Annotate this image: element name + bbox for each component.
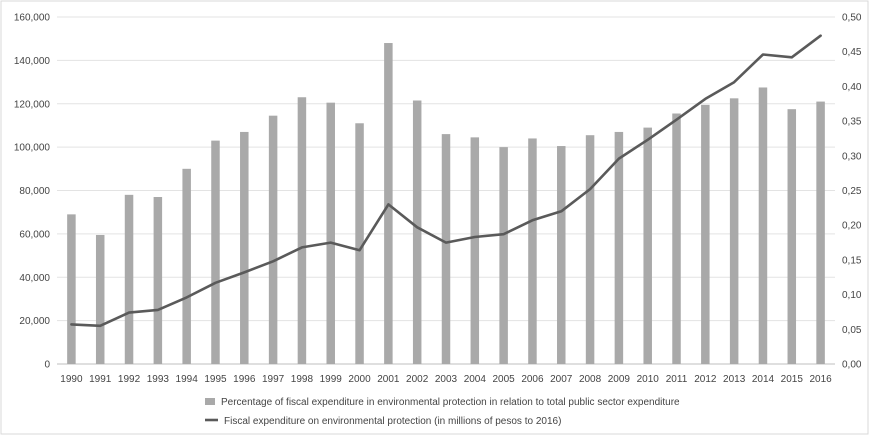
- left-tick-label: 40,000: [19, 273, 50, 284]
- x-tick-label: 1997: [262, 374, 285, 385]
- right-axis: 0,00 0,05 0,10 0,15 0,20 0,25 0,30 0,35 0,40 0,45…: [842, 13, 862, 371]
- right-tick-label: 0,15: [842, 255, 862, 266]
- bar: [153, 197, 163, 364]
- right-tick-label: 0,40: [842, 82, 862, 93]
- x-tick-label: 2007: [550, 374, 573, 385]
- line-series: [70, 34, 822, 328]
- left-tick-label: 100,000: [14, 143, 51, 154]
- x-tick-label: 2015: [781, 374, 804, 385]
- right-tick-label: 0,30: [842, 151, 862, 162]
- x-tick-label: 1998: [291, 374, 314, 385]
- bar: [412, 100, 422, 364]
- x-tick-label: 1996: [233, 374, 256, 385]
- x-tick-label: 1995: [204, 374, 227, 385]
- legend: Percentage of fiscal expenditure in envi…: [205, 397, 680, 427]
- legend-bar-label: Percentage of fiscal expenditure in envi…: [221, 397, 680, 408]
- bar: [585, 135, 595, 364]
- x-tick-label: 2010: [637, 374, 660, 385]
- right-tick-label: 0,50: [842, 13, 862, 24]
- x-tick-label: 2016: [809, 374, 832, 385]
- legend-line-label: Fiscal expenditure on environmental prot…: [224, 416, 561, 427]
- right-tick-label: 0,10: [842, 290, 862, 301]
- bar: [240, 131, 249, 364]
- x-tick-label: 2013: [723, 374, 746, 385]
- bar: [268, 115, 278, 364]
- left-tick-label: 140,000: [14, 56, 51, 67]
- left-tick-label: 60,000: [19, 229, 50, 240]
- x-tick-label: 1992: [118, 374, 141, 385]
- x-tick-label: 1991: [89, 374, 112, 385]
- bar: [528, 138, 537, 364]
- bar: [701, 104, 710, 364]
- bar: [326, 102, 335, 365]
- bar: [297, 97, 307, 365]
- bar: [557, 146, 566, 364]
- x-tick-label: 1990: [60, 374, 83, 385]
- bar: [95, 234, 105, 364]
- left-axis: 0 20,000 40,000 60,000 80,000 100,000 120,000 1…: [14, 13, 51, 371]
- bar: [643, 127, 652, 364]
- bar: [672, 113, 681, 365]
- left-tick-label: 120,000: [14, 99, 51, 110]
- right-tick-label: 0,20: [842, 221, 862, 232]
- bar: [614, 131, 624, 364]
- x-tick-label: 2012: [694, 374, 717, 385]
- x-tick-label: 1993: [147, 374, 170, 385]
- x-tick-label: 2005: [493, 374, 516, 385]
- x-tick-label: 2004: [464, 374, 487, 385]
- bar-series: [67, 43, 825, 365]
- right-tick-label: 0,45: [842, 47, 862, 58]
- x-tick-label: 1994: [176, 374, 199, 385]
- x-tick-label: 1999: [320, 374, 343, 385]
- right-tick-label: 0,25: [842, 186, 862, 197]
- x-tick-label: 2003: [435, 374, 458, 385]
- bar: [470, 137, 480, 364]
- left-tick-label: 80,000: [19, 186, 50, 197]
- x-axis: 1990 1991 1992 1993 1994 1995 1996 1997 1998 1999…: [60, 374, 832, 385]
- bar: [124, 194, 134, 364]
- legend-bar-swatch: [205, 398, 215, 405]
- bar: [729, 98, 739, 364]
- bar: [816, 101, 825, 365]
- bar: [211, 140, 220, 364]
- left-tick-label: 0: [44, 360, 50, 371]
- left-tick-label: 20,000: [19, 316, 50, 327]
- bar: [758, 87, 768, 364]
- bar: [499, 147, 508, 364]
- right-tick-label: 0,35: [842, 117, 862, 128]
- x-tick-label: 2011: [666, 374, 688, 385]
- x-tick-label: 2014: [752, 374, 775, 385]
- bar: [67, 214, 76, 364]
- x-tick-label: 2001: [377, 374, 400, 385]
- x-tick-label: 2008: [579, 374, 602, 385]
- bar: [441, 134, 451, 364]
- right-tick-label: 0,05: [842, 325, 862, 336]
- bar: [787, 109, 797, 364]
- right-tick-label: 0,00: [842, 360, 862, 371]
- series-line: [70, 34, 822, 328]
- x-tick-label: 2002: [406, 374, 429, 385]
- bar: [355, 123, 364, 364]
- x-tick-label: 2009: [608, 374, 631, 385]
- x-tick-label: 2006: [521, 374, 544, 385]
- bar: [182, 168, 191, 364]
- x-tick-label: 2000: [348, 374, 371, 385]
- left-tick-label: 160,000: [14, 13, 51, 24]
